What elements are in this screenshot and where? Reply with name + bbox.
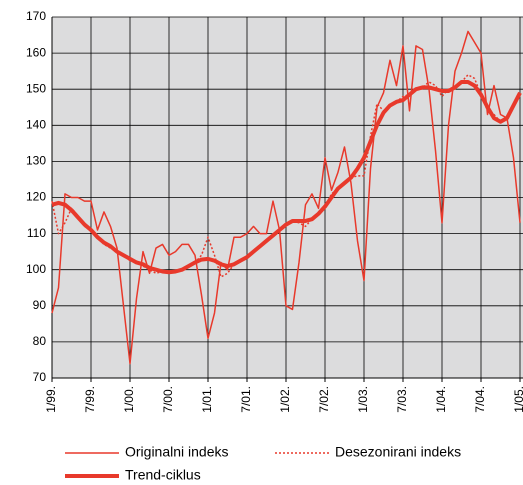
y-tick-label: 90	[33, 298, 47, 312]
y-tick-label: 70	[33, 370, 47, 384]
legend-label: Originalni indeks	[125, 444, 229, 460]
x-tick-label: 7/03.	[395, 386, 409, 413]
legend-label: Desezonirani indeks	[335, 444, 461, 460]
y-tick-label: 160	[26, 45, 46, 59]
x-tick-label: 1/02.	[278, 386, 292, 413]
x-tick-label: 7/02.	[317, 386, 331, 413]
y-tick-label: 170	[26, 9, 46, 23]
x-tick-label: 1/99.	[44, 386, 58, 413]
legend-label: Trend-ciklus	[125, 467, 201, 483]
y-tick-label: 130	[26, 154, 46, 168]
y-tick-label: 140	[26, 117, 46, 131]
y-tick-label: 80	[33, 334, 47, 348]
x-tick-label: 1/01.	[200, 386, 214, 413]
series-line	[51, 79, 522, 275]
x-tick-label: 1/00.	[122, 386, 136, 413]
x-tick-label: 1/04.	[434, 386, 448, 413]
y-tick-label: 100	[26, 262, 46, 276]
y-tick-label: 150	[26, 81, 46, 95]
x-tick-label: 1/03.	[356, 386, 370, 413]
x-tick-label: 7/04.	[473, 386, 487, 413]
x-tick-label: 7/00.	[161, 386, 175, 413]
series-line	[51, 30, 521, 365]
x-tick-label: 1/05.	[512, 386, 523, 413]
x-tick-label: 7/99.	[83, 386, 97, 413]
y-tick-label: 110	[27, 226, 46, 240]
y-tick-label: 120	[26, 190, 46, 204]
x-tick-label: 7/01.	[239, 386, 253, 413]
